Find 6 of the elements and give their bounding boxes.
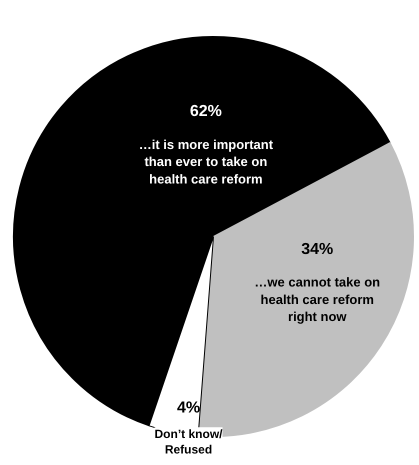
slice-label: …we cannot take on health care reform right now [254,274,380,324]
slice-label: …it is more important than ever to take on health care reform [138,136,274,186]
slice-label: Don’t know/ Refused [154,427,224,457]
data-label: 34% [301,240,334,258]
data-label: 62% [190,103,222,120]
data-label: 4% [176,399,200,416]
